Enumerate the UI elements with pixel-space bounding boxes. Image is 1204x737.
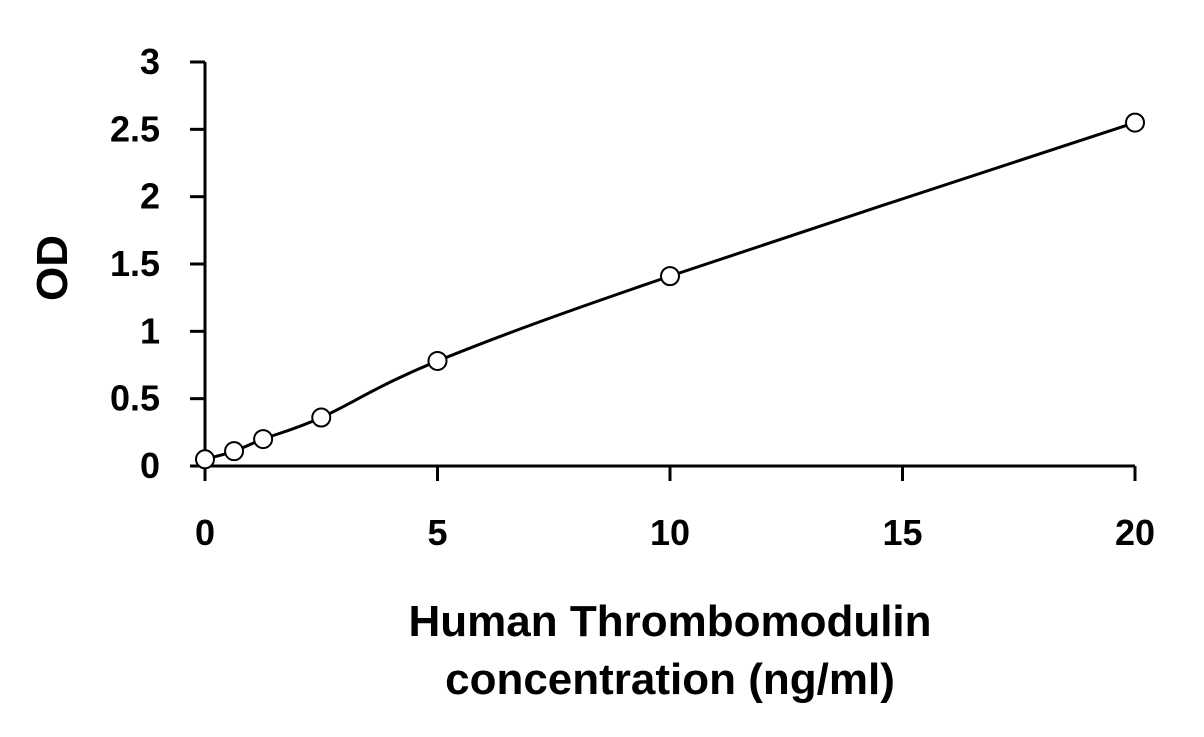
y-axis-title: OD bbox=[28, 235, 77, 301]
data-points bbox=[195, 112, 1145, 470]
y-tick-label: 1.5 bbox=[110, 243, 160, 284]
x-tick-label: 15 bbox=[882, 512, 922, 553]
data-point bbox=[253, 429, 274, 450]
x-tick-label: 0 bbox=[195, 512, 215, 553]
data-point bbox=[224, 441, 245, 462]
y-tick-label: 0.5 bbox=[110, 378, 160, 419]
data-point bbox=[1125, 112, 1145, 133]
y-tick-label: 0 bbox=[140, 445, 160, 486]
x-tick-label: 10 bbox=[650, 512, 690, 553]
y-tick-label: 3 bbox=[140, 41, 160, 82]
y-tick-label: 2.5 bbox=[110, 108, 160, 149]
data-point bbox=[427, 350, 448, 371]
x-axis-title-line-2: concentration (ng/ml) bbox=[445, 655, 895, 704]
x-tick-label: 20 bbox=[1115, 512, 1155, 553]
data-point bbox=[195, 449, 215, 470]
y-axis-ticks: 0 0.5 1 1.5 2 2.5 3 bbox=[110, 41, 205, 486]
data-point bbox=[311, 407, 332, 428]
x-axis-title-line-1: Human Thrombomodulin bbox=[408, 597, 931, 646]
y-tick-label: 1 bbox=[140, 310, 160, 351]
fit-curve bbox=[204, 121, 1136, 461]
data-point bbox=[660, 266, 680, 287]
y-tick-label: 2 bbox=[140, 176, 160, 217]
x-axis-ticks: 0 5 10 15 20 bbox=[195, 466, 1155, 553]
x-tick-label: 5 bbox=[427, 512, 447, 553]
